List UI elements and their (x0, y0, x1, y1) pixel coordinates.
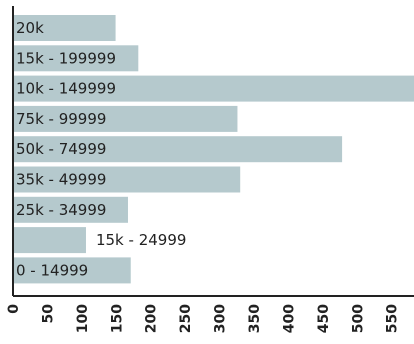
x-tick-3: 150 (109, 304, 125, 333)
bar-8 (13, 257, 131, 284)
x-tick-labels: 0 50 100 150 200 250 300 350 400 450 500 550 (6, 304, 401, 333)
x-tick-5: 250 (178, 304, 194, 333)
bars-group (13, 15, 414, 284)
x-tick-10: 500 (350, 304, 366, 333)
x-tick-0: 0 (6, 304, 22, 314)
category-label-4: 50k - 74999 (16, 140, 106, 158)
category-label-5: 35k - 49999 (16, 171, 106, 189)
bar-7 (13, 227, 86, 254)
category-label-7: 15k - 24999 (96, 231, 186, 249)
bar-4 (13, 136, 343, 163)
x-tick-9: 450 (316, 304, 332, 333)
x-tick-2: 100 (75, 304, 91, 333)
category-label-2: 10k - 149999 (16, 80, 116, 98)
category-label-3: 75k - 99999 (16, 110, 106, 128)
x-tick-8: 400 (281, 304, 297, 333)
bar-6 (13, 196, 128, 223)
x-tick-1: 50 (40, 304, 56, 324)
bar-1 (13, 45, 139, 72)
category-label-0: 20k (16, 19, 44, 37)
x-tick-4: 200 (144, 304, 160, 333)
x-tick-6: 300 (213, 304, 229, 333)
x-tick-7: 350 (247, 304, 263, 333)
category-label-1: 15k - 199999 (16, 49, 116, 67)
bar-2 (13, 75, 414, 102)
bar-5 (13, 166, 241, 193)
x-tick-11: 550 (385, 304, 401, 333)
category-label-8: 0 - 14999 (16, 261, 88, 279)
category-label-6: 25k - 34999 (16, 201, 106, 219)
bar-3 (13, 105, 238, 132)
bar-0 (13, 15, 116, 41)
category-labels: 20k 15k - 199999 10k - 149999 75k - 99999 50… (16, 19, 186, 279)
